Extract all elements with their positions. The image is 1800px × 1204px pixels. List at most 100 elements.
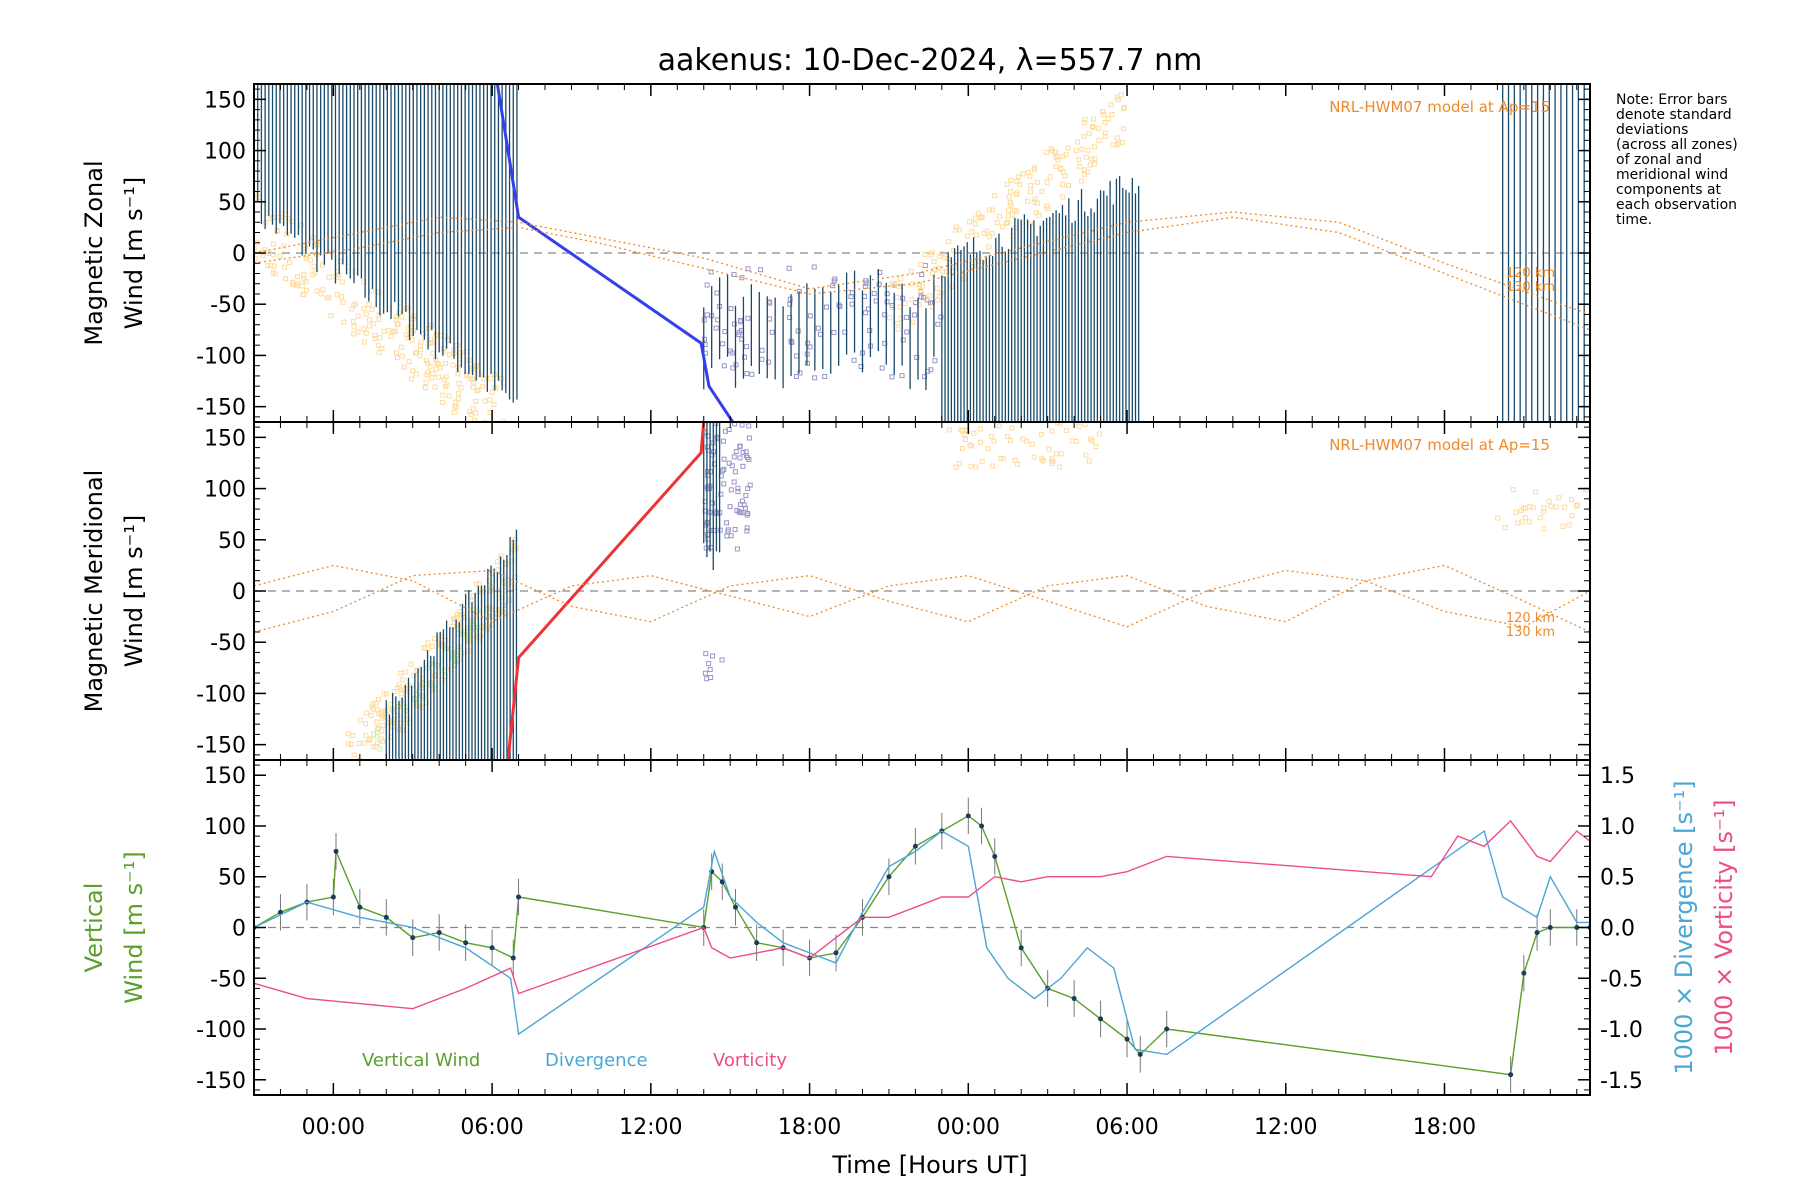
obs-point (413, 350, 419, 356)
obs-point (481, 376, 487, 382)
obs-point (1081, 167, 1087, 173)
obs-point (453, 399, 459, 405)
obs-point (962, 436, 968, 442)
x-tick-label: 00:00 (302, 1115, 365, 1140)
vertical-wind-point (833, 950, 839, 956)
obs-point (896, 283, 902, 289)
note-line: deviations (1616, 122, 1688, 138)
obs-point (822, 373, 828, 379)
obs-point (351, 752, 357, 758)
obs-point (349, 774, 353, 778)
obs-point (1566, 522, 1572, 528)
vertical-wind-point (1137, 1051, 1143, 1057)
obs-point (450, 362, 456, 368)
vertical-wind-point (357, 904, 363, 910)
y-tick-label: 50 (218, 529, 246, 554)
obs-point (424, 372, 430, 378)
obs-point (1049, 148, 1055, 154)
obs-point (427, 364, 433, 370)
obs-point (727, 504, 733, 510)
obs-point (1076, 157, 1082, 163)
obs-point (303, 255, 309, 261)
obs-point (930, 270, 936, 276)
obs-point (978, 439, 984, 445)
obs-point (348, 741, 354, 747)
obs-point (470, 384, 476, 390)
obs-point (262, 247, 268, 253)
obs-point (429, 375, 435, 381)
obs-point (272, 271, 278, 277)
obs-point (276, 214, 282, 220)
obs-point (376, 350, 382, 356)
obs-point (396, 309, 402, 315)
obs-point (337, 259, 343, 265)
obs-point (392, 328, 398, 334)
obs-point (890, 305, 896, 311)
obs-point (986, 244, 992, 250)
obs-point (871, 290, 877, 296)
obs-point (1569, 496, 1575, 502)
obs-point (851, 357, 857, 363)
obs-point (1076, 423, 1082, 429)
y-tick-label: 0 (232, 917, 246, 942)
obs-point (745, 266, 751, 272)
obs-point (1017, 181, 1023, 187)
obs-point (986, 234, 992, 240)
obs-point (932, 358, 938, 364)
obs-point (732, 422, 738, 427)
obs-point (1121, 126, 1127, 132)
obs-point (767, 316, 773, 322)
obs-point (341, 319, 347, 325)
obs-point (824, 304, 830, 310)
obs-point (1065, 145, 1071, 151)
obs-point (962, 431, 968, 437)
obs-point (898, 276, 904, 282)
vertical-wind-point (1124, 1036, 1130, 1042)
obs-point (1005, 213, 1011, 219)
chart-title: aakenus: 10-Dec-2024, λ=557.7 nm (658, 43, 1203, 78)
obs-point (735, 485, 741, 491)
obs-point (1000, 456, 1006, 462)
obs-point (363, 732, 369, 738)
obs-point (1092, 156, 1098, 162)
obs-point (759, 356, 765, 362)
obs-point (849, 301, 855, 307)
obs-point (456, 380, 462, 386)
obs-point (733, 448, 739, 454)
obs-point (1005, 219, 1011, 225)
vertical-wind-point (1508, 1072, 1514, 1078)
obs-point (744, 528, 750, 534)
obs-point (370, 701, 376, 707)
obs-point (1073, 439, 1079, 445)
obs-point (1106, 116, 1112, 122)
obs-point (975, 210, 981, 216)
obs-point (1060, 194, 1066, 200)
obs-point (795, 328, 801, 334)
obs-point (432, 636, 438, 642)
obs-point (910, 319, 916, 325)
obs-point (468, 376, 474, 382)
x-axis-label: Time [Hours UT] (831, 1151, 1027, 1179)
obs-point (876, 281, 882, 287)
obs-point (298, 222, 304, 228)
obs-point (402, 669, 408, 675)
obs-point (275, 228, 281, 234)
obs-point (339, 279, 345, 285)
obs-point (714, 290, 720, 296)
obs-point (732, 527, 738, 533)
x-tick-label: 18:00 (1413, 1115, 1476, 1140)
obs-point (1004, 434, 1010, 440)
obs-point (380, 722, 386, 728)
obs-point (473, 410, 479, 416)
observation-scatter (344, 422, 1589, 778)
vertical-wind-point (1164, 1026, 1170, 1032)
obs-point (745, 485, 751, 491)
obs-point (430, 350, 436, 356)
obs-point (406, 359, 412, 365)
obs-point (991, 438, 997, 444)
obs-point (1024, 438, 1030, 444)
obs-point (745, 315, 751, 321)
obs-point (355, 329, 361, 335)
obs-point (1058, 165, 1064, 171)
obs-point (1031, 454, 1037, 460)
